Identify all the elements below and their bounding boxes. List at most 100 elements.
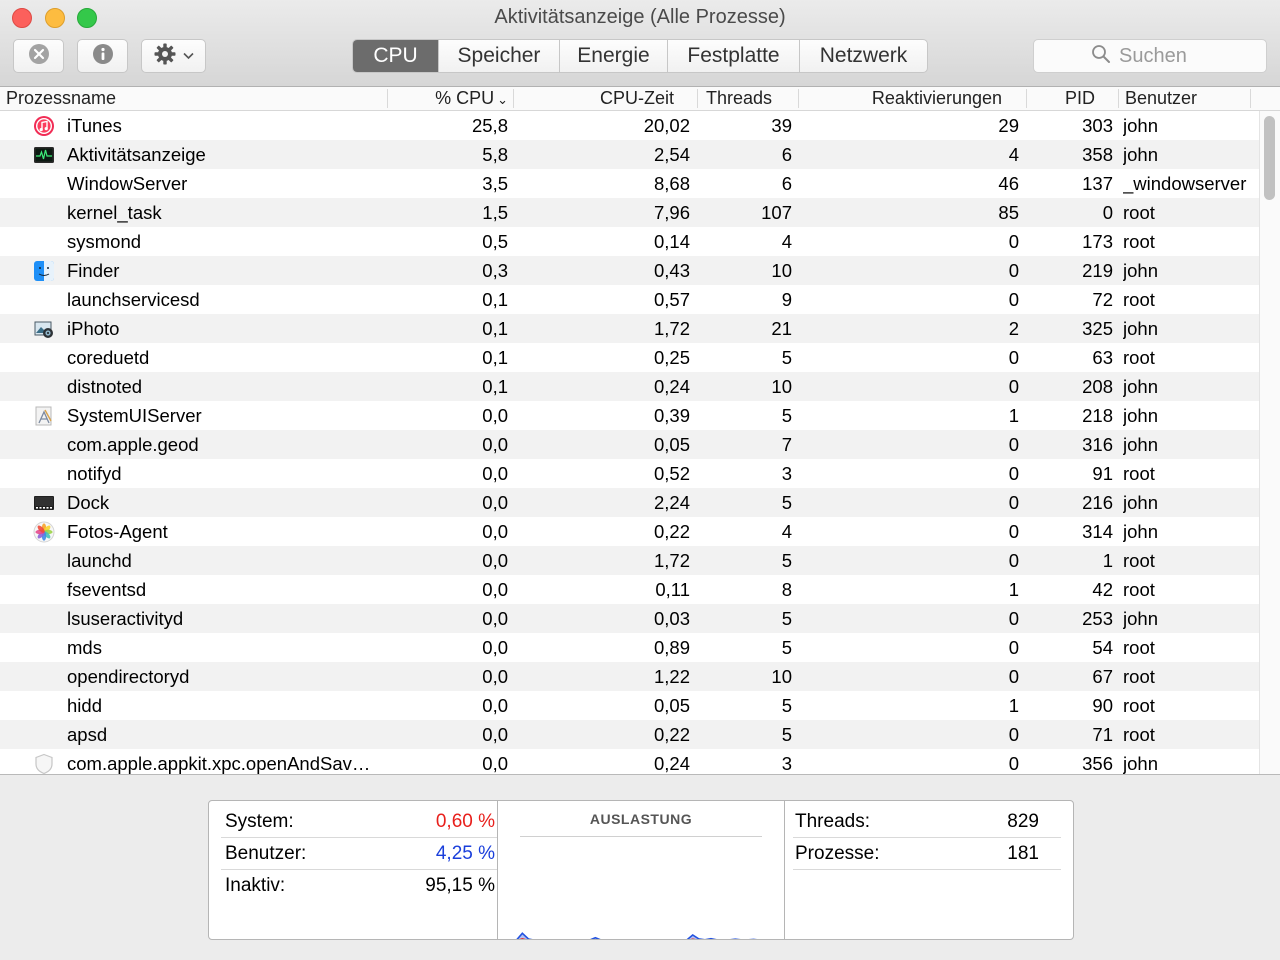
column-divider bbox=[798, 89, 799, 108]
process-name-cell: Fotos-Agent bbox=[67, 521, 168, 542]
column-divider bbox=[1026, 89, 1027, 108]
pid-cell: 0 bbox=[1102, 202, 1113, 223]
table-row[interactable]: sysmond 0,5 0,14 4 0 173 root bbox=[0, 227, 1259, 256]
info-circle-icon bbox=[92, 43, 114, 70]
table-row[interactable]: Fotos-Agent 0,0 0,22 4 0 314 john bbox=[0, 517, 1259, 546]
table-row[interactable]: Finder 0,3 0,43 10 0 219 john bbox=[0, 256, 1259, 285]
window-zoom-button[interactable] bbox=[77, 8, 97, 28]
cpu-percent-cell: 25,8 bbox=[471, 115, 508, 136]
window-close-button[interactable] bbox=[12, 8, 32, 28]
table-row[interactable]: com.apple.appkit.xpc.openAndSav… 0,0 0,24 3… bbox=[0, 749, 1259, 774]
scrollbar-thumb[interactable] bbox=[1264, 116, 1275, 200]
cpu-time-cell: 1,22 bbox=[653, 666, 690, 687]
stat-user-value: 4,25 % bbox=[435, 843, 495, 864]
pid-cell: 219 bbox=[1082, 260, 1113, 281]
process-info-button[interactable] bbox=[77, 39, 128, 73]
column-header-cpu-zeit[interactable]: CPU-Zeit bbox=[599, 88, 674, 108]
user-load-line bbox=[516, 932, 758, 939]
process-name-cell: Dock bbox=[67, 492, 110, 513]
stat-threads: Threads: 829 bbox=[793, 806, 1061, 838]
pid-cell: 208 bbox=[1082, 376, 1113, 397]
cpu-percent-cell: 0,0 bbox=[482, 608, 508, 629]
process-name-cell: iTunes bbox=[67, 115, 122, 136]
pid-cell: 173 bbox=[1082, 231, 1113, 252]
column-header-reaktivierungen[interactable]: Reaktivierungen bbox=[871, 88, 1002, 108]
threads-cell: 10 bbox=[771, 260, 792, 281]
threads-cell: 3 bbox=[781, 753, 792, 774]
action-menu-button[interactable] bbox=[141, 39, 206, 73]
view-tabs: CPU Speicher Energie Festplatte Netzwerk bbox=[352, 39, 928, 73]
threads-cell: 8 bbox=[781, 579, 792, 600]
tab-energie[interactable]: Energie bbox=[559, 40, 667, 72]
table-scrollbar[interactable] bbox=[1259, 111, 1280, 774]
table-row[interactable]: WindowServer 3,5 8,68 6 46 137 _windowserver bbox=[0, 169, 1259, 198]
table-row[interactable]: distnoted 0,1 0,24 10 0 208 john bbox=[0, 372, 1259, 401]
tab-speicher[interactable]: Speicher bbox=[438, 40, 559, 72]
cpu-time-cell: 0,57 bbox=[653, 289, 690, 310]
threads-cell: 107 bbox=[761, 202, 792, 223]
table-row[interactable]: com.apple.geod 0,0 0,05 7 0 316 john bbox=[0, 430, 1259, 459]
table-row[interactable]: apsd 0,0 0,22 5 0 71 root bbox=[0, 720, 1259, 749]
search-input[interactable] bbox=[1119, 44, 1209, 68]
process-name-cell: fseventsd bbox=[67, 579, 147, 600]
user-cell: root bbox=[1123, 550, 1155, 571]
chevron-down-icon: ⌄ bbox=[497, 92, 508, 107]
stat-idle: Inaktiv: 95,15 % bbox=[221, 870, 497, 902]
stat-user: Benutzer: 4,25 % bbox=[221, 838, 497, 870]
table-row[interactable]: opendirectoryd 0,0 1,22 10 0 67 root bbox=[0, 662, 1259, 691]
table-row[interactable]: launchservicesd 0,1 0,57 9 0 72 root bbox=[0, 285, 1259, 314]
process-name-cell: com.apple.geod bbox=[67, 434, 199, 455]
wakeups-cell: 0 bbox=[1008, 608, 1019, 629]
table-row[interactable]: Aktivitätsanzeige 5,8 2,54 6 4 358 john bbox=[0, 140, 1259, 169]
stop-process-button[interactable] bbox=[13, 39, 64, 73]
table-row[interactable]: Dock 0,0 2,24 5 0 216 john bbox=[0, 488, 1259, 517]
cpu-time-cell: 2,54 bbox=[653, 144, 690, 165]
tab-festplatte[interactable]: Festplatte bbox=[667, 40, 799, 72]
table-row[interactable]: hidd 0,0 0,05 5 1 90 root bbox=[0, 691, 1259, 720]
column-divider bbox=[697, 89, 698, 108]
column-header-threads[interactable]: Threads bbox=[706, 88, 773, 108]
table-row[interactable]: mds 0,0 0,89 5 0 54 root bbox=[0, 633, 1259, 662]
shield-icon bbox=[32, 753, 56, 774]
table-row[interactable]: SystemUIServer 0,0 0,39 5 1 218 john bbox=[0, 401, 1259, 430]
pid-cell: 42 bbox=[1092, 579, 1113, 600]
stat-processes-label: Prozesse: bbox=[795, 843, 880, 864]
table-row[interactable]: notifyd 0,0 0,52 3 0 91 root bbox=[0, 459, 1259, 488]
pid-cell: 91 bbox=[1092, 463, 1113, 484]
cpu-percent-cell: 0,1 bbox=[482, 289, 508, 310]
table-row[interactable]: coreduetd 0,1 0,25 5 0 63 root bbox=[0, 343, 1259, 372]
table-row[interactable]: iPhoto 0,1 1,72 21 2 325 john bbox=[0, 314, 1259, 343]
table-row[interactable]: fseventsd 0,0 0,11 8 1 42 root bbox=[0, 575, 1259, 604]
wakeups-cell: 0 bbox=[1008, 637, 1019, 658]
summary-panel: System: 0,60 % Benutzer: 4,25 % Inaktiv:… bbox=[0, 774, 1280, 960]
cpu-percent-cell: 0,0 bbox=[482, 666, 508, 687]
column-header-cpu[interactable]: % CPU ⌄ bbox=[388, 87, 508, 111]
wakeups-cell: 0 bbox=[1008, 724, 1019, 745]
table-row[interactable]: lsuseractivityd 0,0 0,03 5 0 253 john bbox=[0, 604, 1259, 633]
cpu-time-cell: 0,52 bbox=[653, 463, 690, 484]
window-minimize-button[interactable] bbox=[45, 8, 65, 28]
column-header-prozessname[interactable]: Prozessname bbox=[6, 88, 117, 108]
process-name-cell: apsd bbox=[67, 724, 108, 745]
user-cell: root bbox=[1123, 463, 1155, 484]
column-header-pid[interactable]: PID bbox=[1064, 88, 1095, 108]
stat-idle-label: Inaktiv: bbox=[225, 875, 286, 896]
tab-netzwerk[interactable]: Netzwerk bbox=[799, 40, 927, 72]
process-name-cell: launchservicesd bbox=[67, 289, 200, 310]
column-header-benutzer[interactable]: Benutzer bbox=[1125, 88, 1198, 108]
table-row[interactable]: launchd 0,0 1,72 5 0 1 root bbox=[0, 546, 1259, 575]
cpu-time-cell: 0,39 bbox=[653, 405, 690, 426]
search-field[interactable] bbox=[1033, 39, 1267, 73]
cpu-time-cell: 0,24 bbox=[653, 753, 690, 774]
user-cell: root bbox=[1123, 666, 1155, 687]
process-name-cell: lsuseractivityd bbox=[67, 608, 184, 629]
user-load-area bbox=[517, 933, 713, 939]
finder-icon bbox=[32, 260, 56, 282]
table-row[interactable]: iTunes 25,8 20,02 39 29 303 john bbox=[0, 111, 1259, 140]
pid-cell: 216 bbox=[1082, 492, 1113, 513]
tab-cpu[interactable]: CPU bbox=[353, 40, 438, 72]
threads-cell: 5 bbox=[781, 608, 792, 629]
table-row[interactable]: kernel_task 1,5 7,96 107 85 0 root bbox=[0, 198, 1259, 227]
process-name-cell: kernel_task bbox=[67, 202, 162, 223]
cpu-percent-cell: 0,0 bbox=[482, 637, 508, 658]
